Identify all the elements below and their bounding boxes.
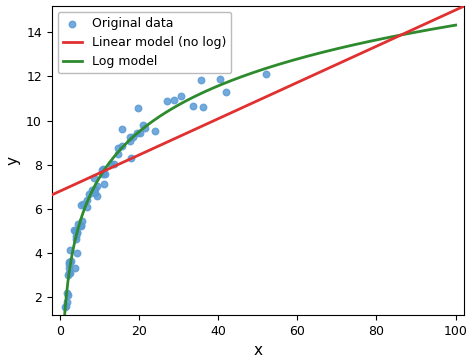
Original data <box>151 128 159 134</box>
Linear model (no log) <box>461 4 466 8</box>
Linear model (no log) <box>247 102 253 106</box>
Original data <box>133 130 140 136</box>
Original data <box>140 122 147 128</box>
Original data <box>136 130 144 136</box>
Log model <box>382 36 387 40</box>
Original data <box>66 247 74 253</box>
Original data <box>90 175 98 181</box>
Original data <box>114 145 122 151</box>
Original data <box>177 93 184 99</box>
Original data <box>126 138 134 143</box>
Original data <box>83 204 91 210</box>
Linear model (no log) <box>245 103 250 107</box>
Original data <box>63 290 71 296</box>
Linear model (no log) <box>451 9 456 13</box>
Original data <box>77 222 84 228</box>
Original data <box>189 103 197 109</box>
Original data <box>63 299 71 305</box>
Original data <box>64 273 72 278</box>
Original data <box>91 190 98 196</box>
Original data <box>73 230 81 236</box>
Original data <box>61 304 68 310</box>
Original data <box>67 258 75 264</box>
Original data <box>62 303 70 309</box>
Original data <box>65 261 73 266</box>
Original data <box>114 151 122 157</box>
Original data <box>72 236 80 242</box>
Original data <box>72 228 79 234</box>
Original data <box>72 233 80 238</box>
Original data <box>70 227 78 233</box>
Linear model (no log) <box>272 91 277 95</box>
Original data <box>222 58 229 64</box>
Original data <box>262 71 269 77</box>
Original data <box>88 187 96 193</box>
Original data <box>100 171 107 177</box>
Original data <box>65 270 73 276</box>
Original data <box>99 166 107 172</box>
Original data <box>118 126 126 132</box>
Original data <box>108 161 115 167</box>
Original data <box>77 202 84 208</box>
Original data <box>170 97 177 103</box>
Original data <box>99 167 106 173</box>
Original data <box>66 270 74 276</box>
Original data <box>101 171 109 177</box>
Original data <box>65 259 73 265</box>
Log model <box>246 72 251 76</box>
Log model <box>293 57 299 62</box>
Original data <box>141 125 148 131</box>
Original data <box>73 229 81 235</box>
X-axis label: x: x <box>253 344 262 359</box>
Linear model (no log) <box>294 80 300 85</box>
Original data <box>91 186 99 191</box>
Original data <box>110 161 118 167</box>
Original data <box>78 223 85 229</box>
Log model <box>443 24 449 29</box>
Original data <box>199 104 207 110</box>
Linear model (no log) <box>49 193 55 197</box>
Original data <box>60 317 68 323</box>
Original data <box>197 76 205 82</box>
Original data <box>82 197 90 203</box>
Original data <box>99 169 107 175</box>
Y-axis label: y: y <box>6 156 20 165</box>
Original data <box>129 135 137 141</box>
Original data <box>73 250 81 256</box>
Line: Log model: Log model <box>61 25 456 364</box>
Original data <box>93 183 100 189</box>
Log model <box>248 71 254 76</box>
Line: Linear model (no log): Linear model (no log) <box>52 6 464 195</box>
Original data <box>163 98 171 103</box>
Original data <box>216 76 224 82</box>
Original data <box>78 218 86 224</box>
Original data <box>118 143 126 149</box>
Legend: Original data, Linear model (no log), Log model: Original data, Linear model (no log), Lo… <box>58 12 231 73</box>
Original data <box>71 265 79 271</box>
Original data <box>93 193 101 199</box>
Linear model (no log) <box>386 38 392 43</box>
Original data <box>222 90 230 95</box>
Original data <box>127 155 134 161</box>
Original data <box>126 135 134 141</box>
Original data <box>65 265 73 270</box>
Log model <box>272 63 277 68</box>
Original data <box>66 259 74 265</box>
Original data <box>74 221 82 227</box>
Original data <box>79 201 87 207</box>
Log model <box>453 23 458 27</box>
Original data <box>134 105 142 111</box>
Original data <box>85 191 92 197</box>
Original data <box>64 293 72 298</box>
Original data <box>100 181 108 187</box>
